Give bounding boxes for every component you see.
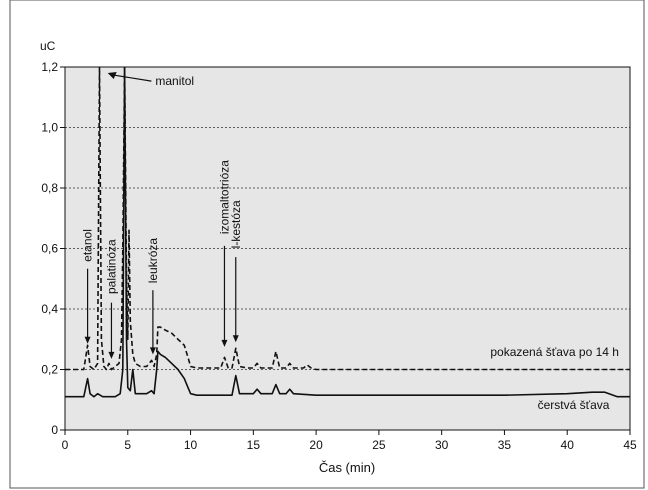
x-tick-label: 45 — [623, 438, 637, 452]
y-axis-label: uC — [40, 39, 56, 53]
annotation-label: manitol — [155, 74, 194, 88]
x-tick-label: 40 — [561, 438, 575, 452]
x-tick-label: 20 — [309, 438, 323, 452]
annotation-arrow-line — [113, 74, 152, 82]
plot-frame — [64, 66, 631, 431]
annotation-label: l-kestóza — [229, 200, 243, 248]
y-tick-label: 0,2 — [41, 363, 58, 377]
annotation-label: etanol — [81, 229, 95, 262]
y-tick-label: 1,2 — [41, 60, 58, 74]
x-tick-label: 15 — [247, 438, 261, 452]
x-tick-label: 25 — [372, 438, 386, 452]
series-label: čerstvá šťava — [538, 398, 610, 412]
y-tick-label: 1,0 — [41, 121, 58, 135]
annotation-label: leukróza — [146, 238, 160, 284]
annotation-arrowhead — [107, 72, 117, 80]
series-label: pokazená šťava po 14 h — [490, 345, 619, 359]
x-tick-label: 5 — [124, 438, 131, 452]
annotation-arrowhead — [84, 336, 91, 344]
x-tick-label: 10 — [184, 438, 198, 452]
annotation-arrowhead — [221, 339, 228, 347]
plot-layer: 0 0,2 0,4 0,6 0,8 1,0 1,2 0 5 10 15 20 25 30 35 40 45 eta… — [41, 60, 637, 452]
y-tick-label: 0,8 — [41, 181, 58, 195]
y-tick-label: 0 — [51, 423, 58, 437]
annotation-arrowhead — [108, 351, 115, 359]
series-line-1 — [65, 67, 630, 371]
x-axis-label: Čas (min) — [319, 460, 375, 475]
annotation-arrowhead — [149, 347, 156, 355]
x-tick-label: 30 — [435, 438, 449, 452]
y-tick-label: 0,4 — [41, 302, 58, 316]
series-line-0 — [65, 67, 630, 398]
x-tick-label: 0 — [62, 438, 69, 452]
annotation-arrowhead — [232, 335, 239, 343]
annotation-label: palatinóza — [104, 239, 118, 294]
annotation-label: izomaltotrióza — [217, 160, 231, 234]
x-tick-label: 35 — [498, 438, 512, 452]
y-tick-label: 0,6 — [41, 242, 58, 256]
